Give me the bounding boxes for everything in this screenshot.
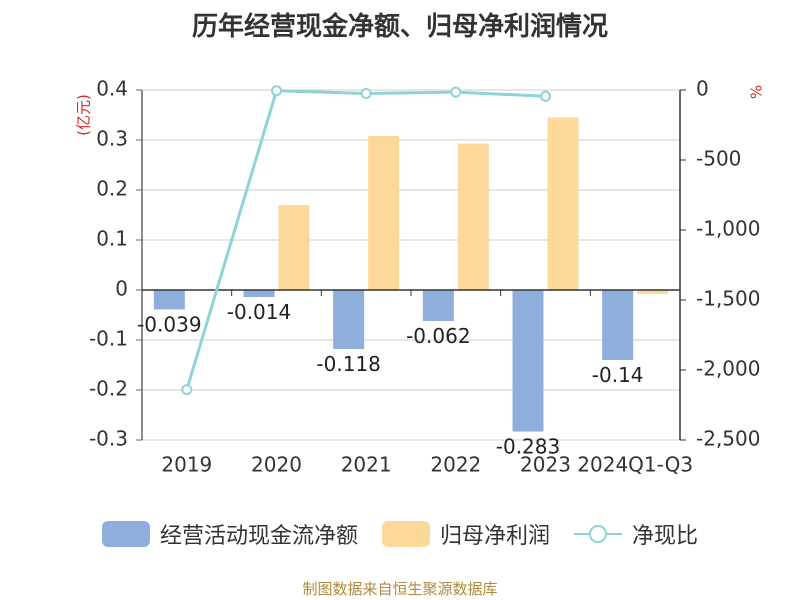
right-tick-label: -1,000 bbox=[696, 217, 760, 241]
legend-label: 归母净利润 bbox=[439, 524, 550, 549]
left-axis-unit: (亿元) bbox=[75, 94, 93, 136]
legend-item-net-profit: 归母净利润 bbox=[381, 518, 550, 550]
data-label: -0.062 bbox=[406, 324, 470, 348]
legend-line-marker-icon bbox=[574, 521, 622, 547]
legend-item-operating-cash-flow: 经营活动现金流净额 bbox=[101, 518, 358, 550]
data-source-note: 制图数据来自恒生聚源数据库 bbox=[302, 580, 498, 598]
bar-operating-cash-flow bbox=[422, 290, 454, 321]
point-cash-ratio bbox=[540, 90, 551, 102]
left-tick-label: 0.2 bbox=[96, 177, 128, 201]
legend-label: 净现比 bbox=[632, 524, 699, 549]
legend-swatch-yellow bbox=[381, 521, 430, 547]
bar-operating-cash-flow bbox=[602, 290, 634, 360]
right-tick-label: -500 bbox=[696, 147, 741, 171]
label-layer: -0.039 -0.014 -0.118 -0.062 -0.283 -0.14 bbox=[137, 300, 643, 459]
right-tick-label: 0 bbox=[696, 77, 709, 101]
bar-layer bbox=[153, 117, 669, 432]
bar-net-profit bbox=[637, 290, 669, 294]
point-cash-ratio bbox=[271, 85, 282, 97]
data-label: -0.14 bbox=[592, 363, 644, 387]
bar-net-profit bbox=[457, 143, 489, 290]
bar-operating-cash-flow bbox=[153, 290, 185, 310]
point-cash-ratio bbox=[360, 88, 372, 99]
bar-net-profit bbox=[368, 136, 400, 290]
bar-operating-cash-flow bbox=[512, 290, 544, 432]
bar-operating-cash-flow bbox=[243, 290, 275, 297]
data-label: -0.118 bbox=[316, 352, 380, 376]
x-tick-label: 2021 bbox=[341, 453, 392, 477]
data-label: -0.014 bbox=[227, 300, 291, 324]
chart-title: 历年经营现金净额、归母净利润情况 bbox=[191, 12, 608, 42]
x-tick-label: 2024Q1-Q3 bbox=[577, 453, 693, 477]
legend-item-cash-ratio: 净现比 bbox=[574, 518, 698, 550]
right-tick-label: -1,500 bbox=[696, 287, 760, 311]
legend-label: 经营活动现金流净额 bbox=[159, 524, 358, 549]
left-tick-label: 0.4 bbox=[96, 77, 128, 101]
bar-net-profit bbox=[547, 117, 579, 290]
right-tick-label: -2,500 bbox=[696, 427, 760, 451]
right-axis-unit: % bbox=[748, 85, 766, 99]
left-tick-label: 0.1 bbox=[96, 227, 128, 251]
point-cash-ratio bbox=[450, 86, 462, 98]
x-tick-label: 2020 bbox=[251, 453, 302, 477]
legend: 经营活动现金流净额 归母净利润 净现比 bbox=[0, 518, 800, 550]
point-cash-ratio bbox=[181, 384, 193, 396]
data-label: -0.283 bbox=[496, 435, 560, 459]
x-tick-label: 2019 bbox=[161, 453, 212, 477]
legend-swatch-blue bbox=[101, 521, 150, 547]
bar-net-profit bbox=[278, 205, 310, 290]
bar-operating-cash-flow bbox=[333, 290, 365, 349]
x-tick-label: 2022 bbox=[430, 453, 481, 477]
left-tick-label: 0.3 bbox=[96, 127, 128, 151]
data-label: -0.039 bbox=[137, 313, 201, 337]
line-layer bbox=[181, 85, 551, 396]
left-tick-label: -0.1 bbox=[89, 327, 128, 351]
left-tick-label: -0.2 bbox=[89, 377, 128, 401]
x-tick-label: 2023 bbox=[520, 453, 571, 477]
left-tick-label: -0.3 bbox=[89, 427, 128, 451]
tick-layer: 0.4 0.3 0.2 0.1 0 -0.1 -0.2 -0.3 0 -500 -1,000 -1,5… bbox=[89, 77, 761, 477]
right-tick-label: -2,000 bbox=[696, 357, 760, 381]
left-tick-label: 0 bbox=[115, 277, 128, 301]
